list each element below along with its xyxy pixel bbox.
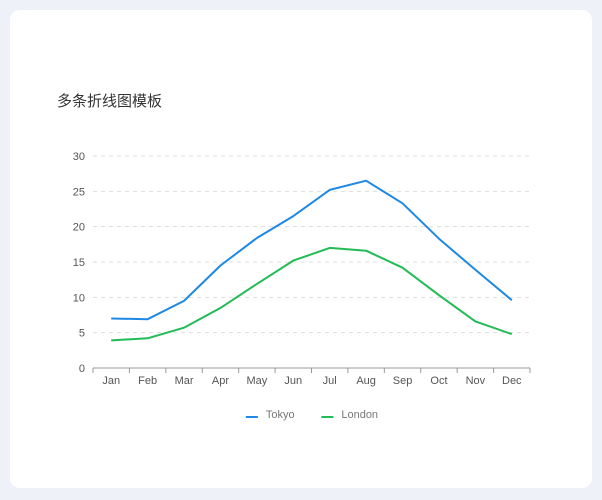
series-line-tokyo bbox=[111, 179, 513, 321]
chart-title: 多条折线图模板 bbox=[57, 92, 163, 110]
y-tick-label: 10 bbox=[73, 292, 85, 304]
chart-card bbox=[10, 10, 592, 488]
x-tick-label: Oct bbox=[430, 375, 447, 387]
x-tick-label: Apr bbox=[212, 375, 229, 387]
legend-label: Tokyo bbox=[266, 409, 295, 421]
legend-label: London bbox=[341, 409, 378, 421]
x-tick-label: Jan bbox=[102, 375, 120, 387]
x-tick-label: Dec bbox=[502, 375, 522, 387]
x-tick-label: Mar bbox=[175, 375, 194, 387]
x-tick-label: Jul bbox=[323, 375, 337, 387]
x-tick-label: Feb bbox=[138, 375, 157, 387]
y-tick-label: 30 bbox=[73, 151, 85, 163]
x-tick-label: Aug bbox=[356, 375, 376, 387]
x-tick-label: Nov bbox=[466, 375, 486, 387]
y-tick-label: 15 bbox=[73, 257, 85, 269]
x-tick-label: Sep bbox=[393, 375, 413, 387]
x-tick-label: Jun bbox=[284, 375, 302, 387]
y-tick-label: 25 bbox=[73, 186, 85, 198]
x-tick-label: May bbox=[246, 375, 267, 387]
series-line-london bbox=[111, 246, 513, 342]
y-tick-label: 5 bbox=[79, 328, 85, 340]
y-tick-label: 0 bbox=[79, 363, 85, 375]
y-tick-label: 20 bbox=[73, 222, 85, 234]
